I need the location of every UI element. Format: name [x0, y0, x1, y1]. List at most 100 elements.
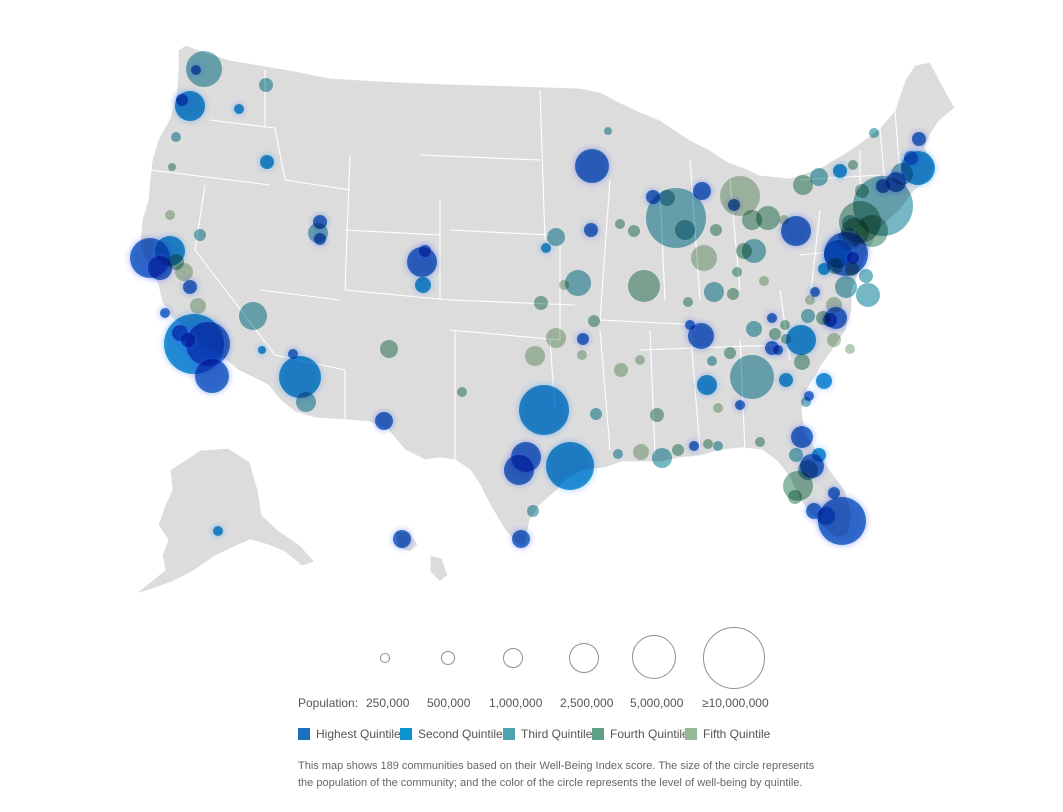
alaska-land — [134, 447, 317, 595]
community-circle-third — [194, 229, 206, 241]
community-circle-second — [816, 373, 832, 389]
state-borders — [149, 70, 901, 460]
legend: Population: 250,000 500,000 1,000,000 2,… — [0, 610, 1063, 812]
community-circle-second — [213, 526, 223, 536]
community-circle-third — [798, 460, 818, 480]
community-circle-third — [730, 355, 774, 399]
community-circle-third — [652, 448, 672, 468]
population-size-scale — [0, 627, 1063, 690]
community-circle-fourth — [755, 437, 765, 447]
community-circle-fourth — [855, 184, 869, 198]
size-circle-5m — [632, 635, 676, 679]
community-circle-highest — [685, 320, 695, 330]
caption-line-1: This map shows 189 communities based on … — [298, 760, 815, 772]
community-circle-highest — [176, 94, 188, 106]
size-label: 5,000,000 — [630, 696, 684, 710]
community-circle-fourth — [615, 219, 625, 229]
community-circle-third — [835, 276, 857, 298]
community-circle-fourth — [794, 354, 810, 370]
community-circle-highest — [735, 400, 745, 410]
community-circle-third — [789, 448, 803, 462]
community-circle-third — [259, 78, 273, 92]
community-circle-fifth — [805, 295, 815, 305]
size-circle-250k — [380, 653, 390, 663]
community-circle-highest — [195, 359, 229, 393]
community-circle-second — [818, 263, 830, 275]
community-circle-fourth — [756, 206, 780, 230]
community-circle-second — [258, 346, 266, 354]
community-circle-second — [833, 164, 847, 178]
legend-item-highest: Highest Quintile — [298, 727, 401, 741]
community-circle-second — [779, 373, 793, 387]
population-label: Population: — [298, 696, 359, 710]
community-circle-fourth — [534, 296, 548, 310]
legend-item-third: Third Quintile — [503, 727, 592, 741]
community-circle-third — [527, 505, 539, 517]
size-label: 1,000,000 — [489, 696, 543, 710]
community-circle-highest — [818, 497, 866, 545]
legend-label: Fourth Quintile — [610, 727, 689, 741]
legend-item-fourth: Fourth Quintile — [592, 727, 689, 741]
community-circle-highest — [773, 345, 783, 355]
community-circle-second — [541, 243, 551, 253]
community-circle-second — [415, 277, 431, 293]
us-map — [129, 44, 956, 595]
legend-label: Highest Quintile — [316, 727, 401, 741]
community-circle-highest — [767, 313, 777, 323]
community-circle-highest — [781, 216, 811, 246]
community-circle-highest — [646, 190, 660, 204]
community-circle-third — [675, 220, 695, 240]
community-circle-second — [697, 375, 717, 395]
community-circle-highest — [183, 280, 197, 294]
community-circle-highest — [314, 233, 326, 245]
swatch-fifth — [685, 728, 697, 740]
community-circle-highest — [512, 530, 530, 548]
community-circle-second — [519, 385, 569, 435]
community-circle-fourth — [848, 160, 858, 170]
caption-line-2: the population of the community; and the… — [298, 777, 803, 789]
community-circle-third — [746, 321, 762, 337]
community-circle-third — [713, 441, 723, 451]
community-circle-third — [590, 408, 602, 420]
community-circle-third — [859, 269, 873, 283]
community-circle-highest — [419, 245, 431, 257]
community-circle-highest — [375, 412, 393, 430]
size-label: 2,500,000 — [560, 696, 614, 710]
community-circle-fourth — [724, 347, 736, 359]
swatch-fourth — [592, 728, 604, 740]
size-label: 500,000 — [427, 696, 471, 710]
community-circle-fourth — [380, 340, 398, 358]
community-circle-fifth — [845, 344, 855, 354]
community-circle-third — [171, 132, 181, 142]
community-circle-fourth — [628, 225, 640, 237]
community-circle-highest — [577, 333, 589, 345]
community-circle-third — [801, 309, 815, 323]
community-circle-second — [546, 442, 594, 490]
legend-label: Third Quintile — [521, 727, 593, 741]
community-circle-fourth — [845, 262, 859, 276]
size-circle-500k — [441, 651, 455, 665]
community-circle-fifth — [759, 276, 769, 286]
swatch-second — [400, 728, 412, 740]
community-circle-third — [856, 283, 880, 307]
community-circle-fourth — [788, 490, 802, 504]
legend-label: Second Quintile — [418, 727, 503, 741]
community-circle-highest — [688, 323, 714, 349]
community-circle-third — [742, 239, 766, 263]
legend-label: Fifth Quintile — [703, 727, 771, 741]
community-circle-fourth — [457, 387, 467, 397]
community-circle-fourth — [683, 297, 693, 307]
community-circle-third — [565, 270, 591, 296]
community-circle-third — [704, 282, 724, 302]
community-circle-second — [234, 104, 244, 114]
community-circle-fourth — [672, 444, 684, 456]
community-circle-second — [279, 356, 321, 398]
community-circle-fifth — [633, 444, 649, 460]
community-circle-fourth — [769, 328, 781, 340]
community-circle-fifth — [720, 176, 760, 216]
community-circle-third — [613, 449, 623, 459]
community-circle-third — [707, 356, 717, 366]
community-circle-fourth — [710, 224, 722, 236]
community-circle-fifth — [175, 263, 193, 281]
community-circle-fourth — [703, 439, 713, 449]
